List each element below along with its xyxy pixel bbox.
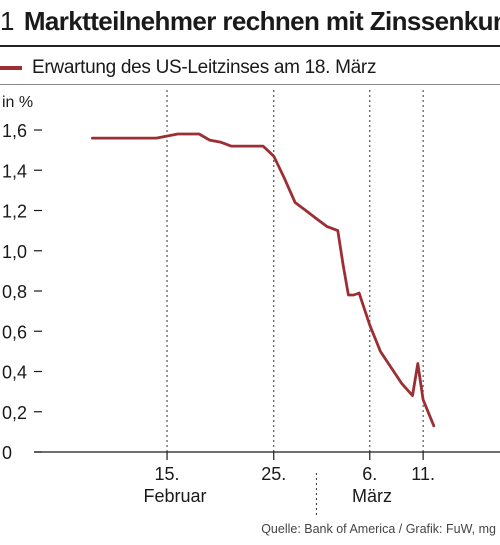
series-line-us-leitzins (91, 132, 436, 428)
x-tick-label: 11. (411, 464, 435, 484)
y-tick-label: 1,0 (2, 242, 27, 262)
y-tick-label: 1,2 (2, 202, 27, 222)
legend: Erwartung des US-Leitzinses am 18. März (0, 54, 376, 82)
x-tick-label: 25. (261, 464, 286, 484)
month-label: März (352, 486, 392, 506)
legend-divider (0, 84, 500, 85)
y-tick-label: 0,4 (2, 363, 27, 383)
legend-label: Erwartung des US-Leitzinses am 18. März (32, 57, 377, 78)
title-divider (0, 45, 500, 47)
y-tick-label: 1,6 (2, 121, 27, 141)
y-tick-label: 1,4 (2, 161, 27, 181)
legend-swatch (0, 66, 22, 70)
y-tick-label: 0,8 (2, 282, 27, 302)
y-tick-label: 0 (2, 443, 12, 463)
chart-number: 1 (0, 6, 14, 36)
chart-title-text: Marktteilnehmer rechnen mit Zinssenkung (23, 6, 500, 36)
y-axis-label: in % (2, 94, 33, 111)
chart-title: 1 Marktteilnehmer rechnen mit Zinssenkung (0, 6, 500, 42)
source-note: Quelle: Bank of America / Grafik: FuW, m… (261, 522, 496, 536)
month-label: Februar (143, 486, 206, 506)
x-tick-label: 6. (362, 464, 377, 484)
y-tick-label: 0,2 (2, 403, 27, 423)
chart-area: in % 0 0,2 0,4 0,6 0,8 1,0 1,2 1,4 1,6 15. 25. 6. 11.… (2, 90, 500, 515)
x-tick-label: 15. (155, 464, 180, 484)
y-tick-label: 0,6 (2, 322, 27, 342)
